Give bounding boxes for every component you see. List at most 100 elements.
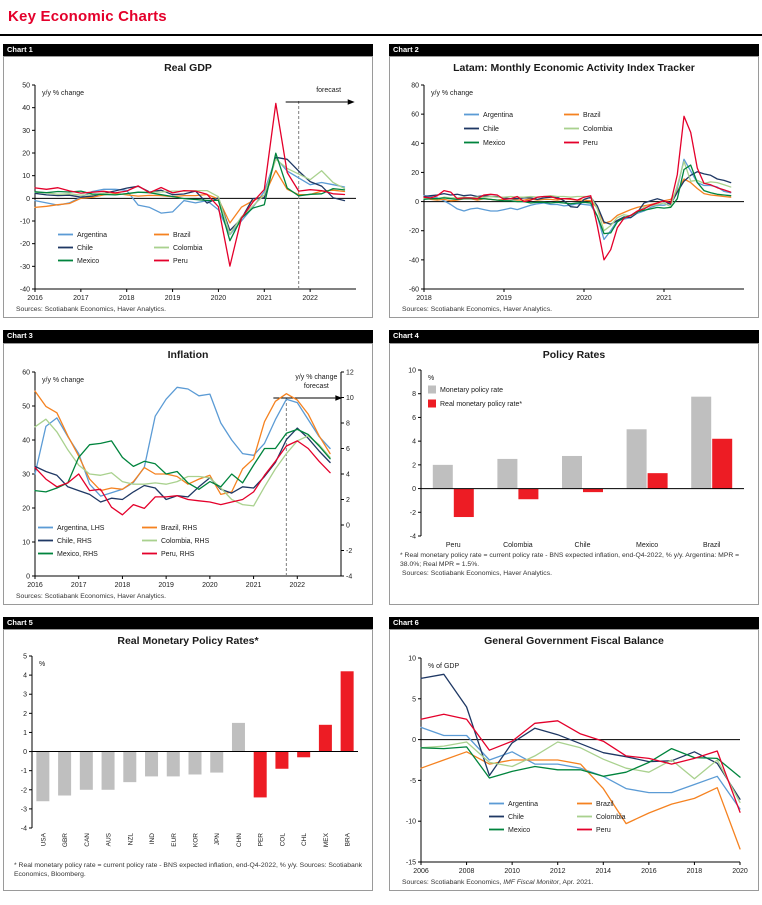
svg-text:20: 20 xyxy=(411,170,419,177)
svg-text:2020: 2020 xyxy=(202,582,218,589)
svg-text:10: 10 xyxy=(346,395,354,402)
svg-text:-10: -10 xyxy=(20,219,30,226)
svg-text:-4: -4 xyxy=(21,825,27,832)
svg-text:Mexico, RHS: Mexico, RHS xyxy=(57,551,98,558)
chart-tag: Chart 5 xyxy=(3,616,373,629)
svg-text:30: 30 xyxy=(22,471,30,478)
svg-text:-40: -40 xyxy=(409,258,419,265)
svg-text:Colombia: Colombia xyxy=(596,814,626,821)
svg-text:Argentina: Argentina xyxy=(483,112,513,119)
svg-text:Brazil, RHS: Brazil, RHS xyxy=(161,525,198,532)
svg-text:2021: 2021 xyxy=(246,582,262,589)
chart-title: Inflation xyxy=(167,348,209,361)
svg-text:NZL: NZL xyxy=(127,832,134,845)
svg-text:2016: 2016 xyxy=(27,582,43,589)
chart-box: General Government Fiscal Balance -15 -10… xyxy=(389,628,759,891)
chart-box: Latam: Monthly Economic Activity Index T… xyxy=(389,56,759,319)
inflation-chart: 0 10 20 30 40 50 60 -4 -2 0 2 4 6 8 10 12 2016 2017 2018 20… xyxy=(22,369,354,589)
svg-text:20: 20 xyxy=(22,505,30,512)
svg-text:0: 0 xyxy=(26,196,30,203)
svg-text:0: 0 xyxy=(412,737,416,744)
svg-text:Monetary policy rate: Monetary policy rate xyxy=(440,387,503,394)
svg-text:Peru: Peru xyxy=(583,140,598,147)
chart-title: Latam: Monthly Economic Activity Index T… xyxy=(453,62,695,75)
svg-text:2012: 2012 xyxy=(550,868,566,875)
svg-text:2016: 2016 xyxy=(641,868,657,875)
svg-text:KOR: KOR xyxy=(193,832,200,846)
svg-text:3: 3 xyxy=(23,691,27,698)
chart-sources: Sources: Scotiabank Economics, Haver Ana… xyxy=(402,306,552,314)
svg-text:10: 10 xyxy=(22,539,30,546)
svg-text:Brazil: Brazil xyxy=(703,542,721,549)
svg-text:-2: -2 xyxy=(346,548,352,555)
fiscal-balance-chart: -15 -10 -5 0 5 10 2006 2008 2010 2012 2014 2016 2018… xyxy=(406,655,748,875)
svg-text:y/y % change: y/y % change xyxy=(295,374,337,381)
svg-text:6: 6 xyxy=(412,414,416,421)
chart-panel-real-policy-rates: Chart 5 Real Monetary Policy Rates* -4 -3… xyxy=(3,616,373,891)
chart-sources: Sources: Scotiabank Economics, Haver Ana… xyxy=(402,569,552,577)
svg-text:2018: 2018 xyxy=(115,582,131,589)
svg-text:4: 4 xyxy=(346,471,350,478)
svg-text:2019: 2019 xyxy=(158,582,174,589)
svg-text:Brazil: Brazil xyxy=(173,232,191,239)
svg-text:50: 50 xyxy=(22,83,30,90)
chart-box: Policy Rates -4 -2 0 2 4 6 8 10 Peru Colombia Chil… xyxy=(389,342,759,605)
svg-text:0: 0 xyxy=(415,199,419,206)
svg-text:60: 60 xyxy=(22,369,30,376)
svg-text:4: 4 xyxy=(23,672,27,679)
svg-text:Brazil: Brazil xyxy=(583,112,601,119)
chart-footnote: * Real monetary policy rate = current po… xyxy=(400,551,740,568)
chart-title: Policy Rates xyxy=(542,348,606,361)
svg-text:Chile: Chile xyxy=(508,814,524,821)
svg-text:IND: IND xyxy=(149,832,156,844)
svg-text:20: 20 xyxy=(22,151,30,158)
svg-text:40: 40 xyxy=(22,105,30,112)
svg-text:-4: -4 xyxy=(346,573,352,580)
svg-text:2: 2 xyxy=(412,462,416,469)
svg-text:CAN: CAN xyxy=(84,832,91,846)
svg-text:CHL: CHL xyxy=(301,832,308,845)
svg-text:-15: -15 xyxy=(406,859,416,866)
svg-text:2019: 2019 xyxy=(496,295,512,302)
svg-text:2021: 2021 xyxy=(656,295,672,302)
sources-italic: IMF Fiscal Monitor xyxy=(503,878,560,886)
svg-text:%: % xyxy=(39,661,45,668)
chart-footnote: * Real monetary policy rate = current po… xyxy=(14,861,363,878)
svg-text:JPN: JPN xyxy=(214,832,221,845)
svg-text:2020: 2020 xyxy=(576,295,592,302)
svg-text:0: 0 xyxy=(346,522,350,529)
chart-box: Inflation 0 10 20 30 40 50 60 -4 -2 0 2 4 6 8 10 12 2016… xyxy=(3,342,373,605)
header-divider xyxy=(0,34,762,36)
svg-text:2: 2 xyxy=(23,711,27,718)
chart-tag: Chart 3 xyxy=(3,330,373,343)
svg-text:-10: -10 xyxy=(406,818,416,825)
activity-index-chart: -60 -40 -20 0 20 40 60 80 2018 2019 2020 2021 y/y % … xyxy=(409,83,744,302)
real-gdp-chart: -40 -30 -20 -10 0 10 20 30 40 50 2016 2017 2018 2019 2… xyxy=(20,83,356,302)
chart-panel-fiscal-balance: Chart 6 General Government Fiscal Balanc… xyxy=(389,616,759,891)
svg-text:Peru: Peru xyxy=(596,827,611,834)
chart-tag: Chart 4 xyxy=(389,330,759,343)
svg-text:Argentina: Argentina xyxy=(77,232,107,239)
svg-text:BRA: BRA xyxy=(345,832,352,846)
svg-text:-2: -2 xyxy=(410,509,416,516)
svg-text:Argentina: Argentina xyxy=(508,801,538,808)
svg-text:2018: 2018 xyxy=(119,295,135,302)
svg-text:y/y % change: y/y % change xyxy=(42,90,84,97)
svg-text:% of GDP: % of GDP xyxy=(428,663,459,670)
svg-text:Argentina, LHS: Argentina, LHS xyxy=(57,525,105,532)
svg-text:2020: 2020 xyxy=(211,295,227,302)
svg-text:8: 8 xyxy=(412,391,416,398)
svg-text:y/y % change: y/y % change xyxy=(431,90,473,97)
svg-text:Colombia: Colombia xyxy=(583,126,613,133)
chart-tag: Chart 2 xyxy=(389,44,759,57)
svg-text:COL: COL xyxy=(279,832,286,846)
svg-text:-20: -20 xyxy=(20,241,30,248)
svg-text:-40: -40 xyxy=(20,287,30,294)
svg-text:2014: 2014 xyxy=(595,868,611,875)
svg-text:-3: -3 xyxy=(21,806,27,813)
svg-text:0: 0 xyxy=(26,573,30,580)
svg-text:2006: 2006 xyxy=(413,868,429,875)
svg-text:-20: -20 xyxy=(409,228,419,235)
svg-text:40: 40 xyxy=(22,437,30,444)
chart-panel-activity-index: Chart 2 Latam: Monthly Economic Activity… xyxy=(389,44,759,319)
